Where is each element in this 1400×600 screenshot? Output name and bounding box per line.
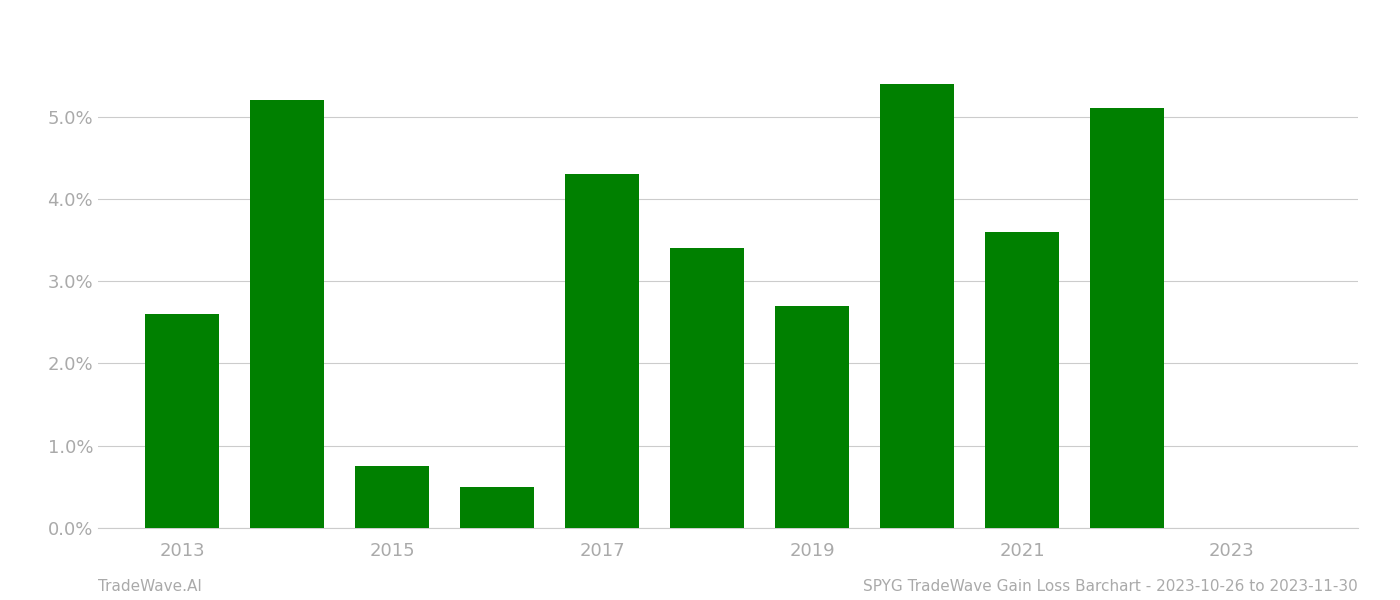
Bar [566,174,638,528]
Bar [356,466,428,528]
Text: TradeWave.AI: TradeWave.AI [98,579,202,594]
Bar [671,248,743,528]
Bar [776,306,848,528]
Bar [986,232,1058,528]
Bar [1091,109,1163,528]
Bar [146,314,218,528]
Bar [251,100,323,528]
Bar [461,487,533,528]
Text: SPYG TradeWave Gain Loss Barchart - 2023-10-26 to 2023-11-30: SPYG TradeWave Gain Loss Barchart - 2023… [864,579,1358,594]
Bar [881,84,953,528]
